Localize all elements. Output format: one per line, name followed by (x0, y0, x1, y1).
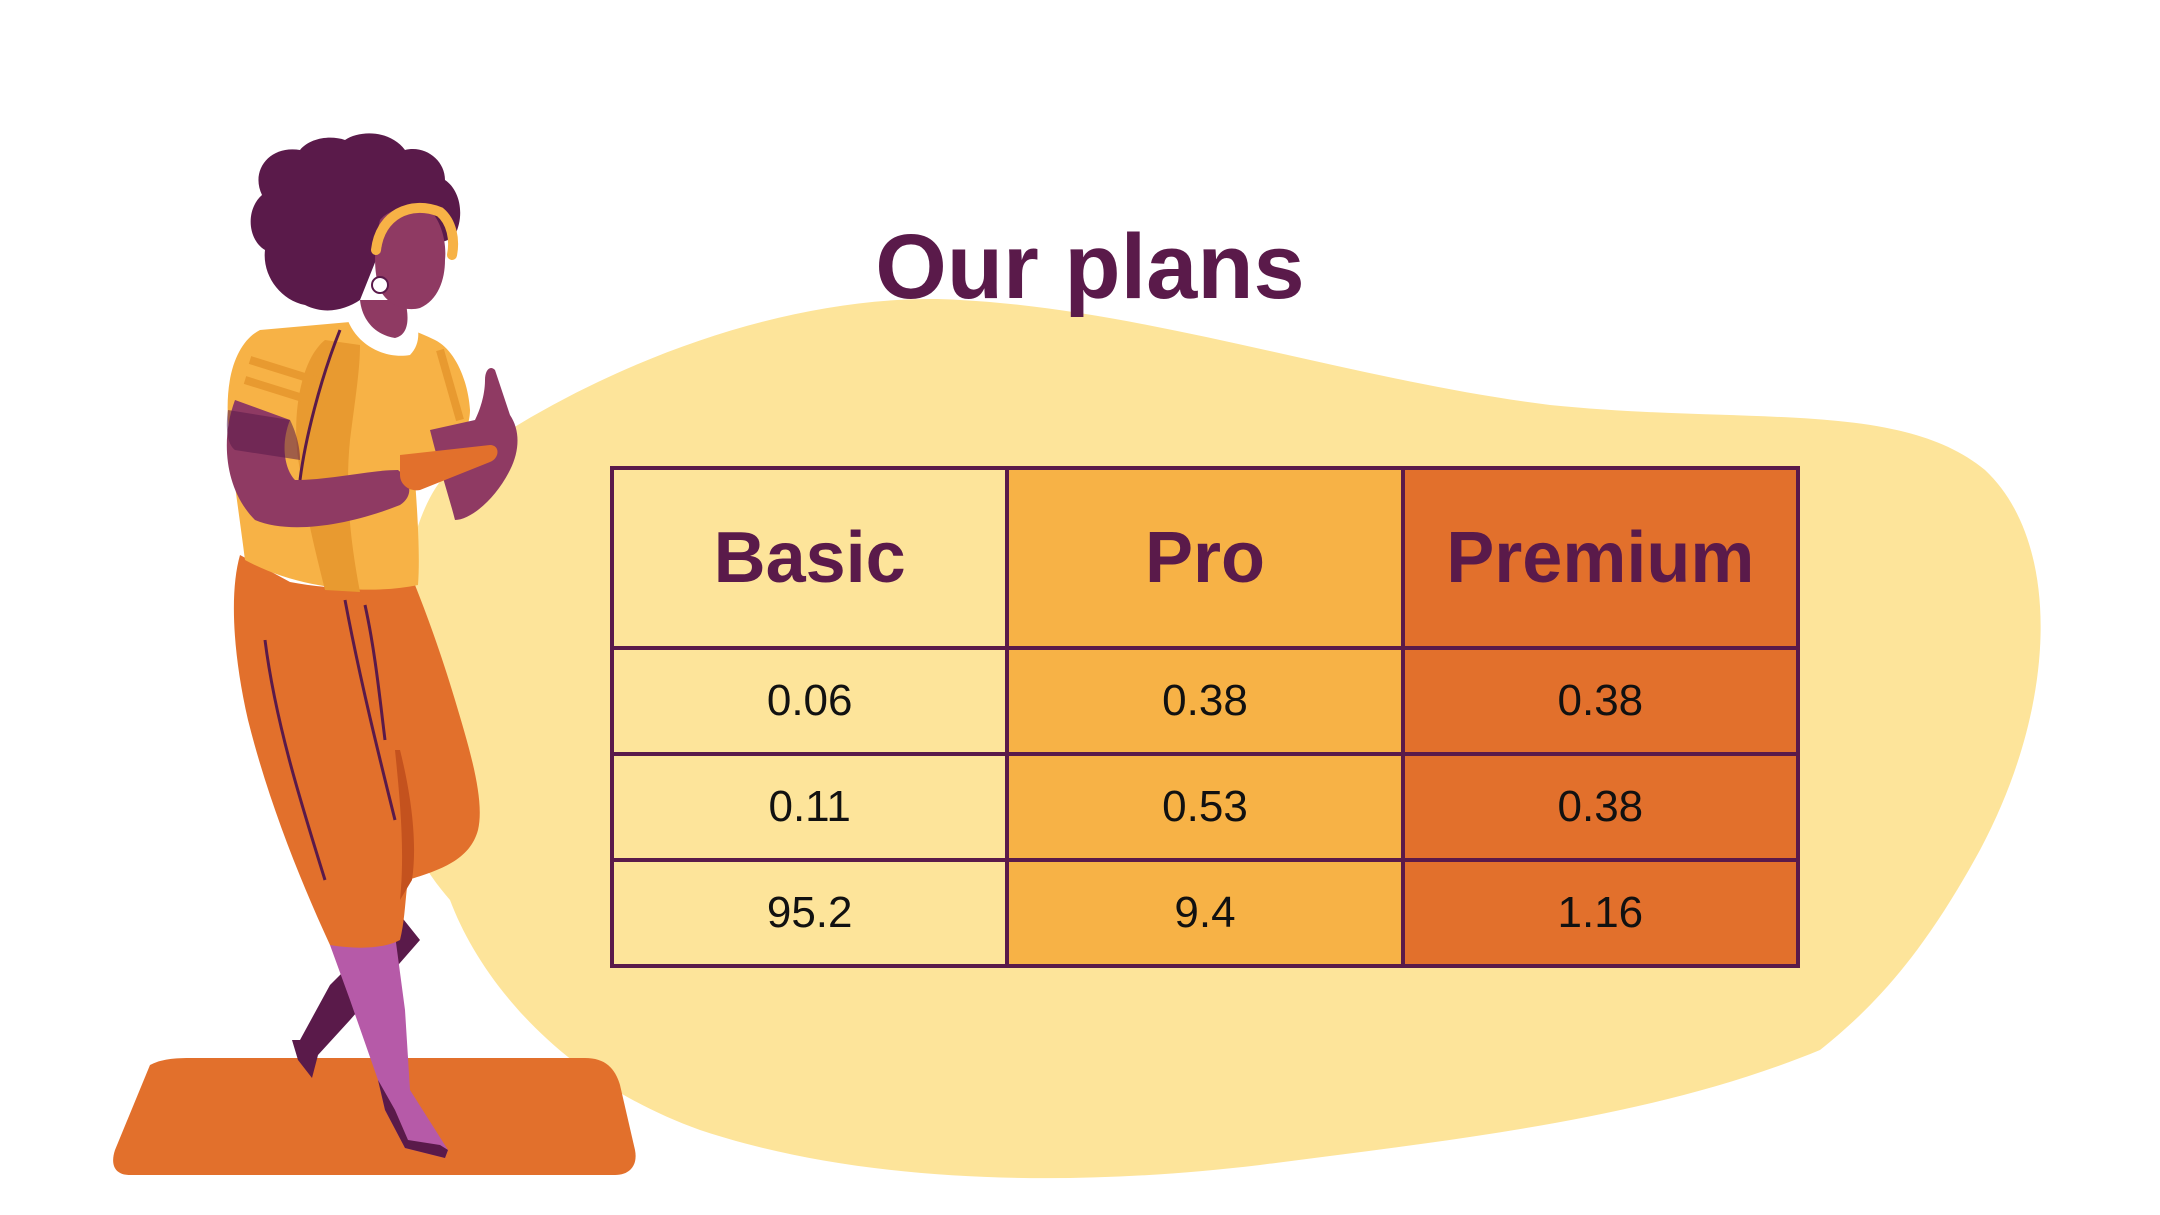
header-basic: Basic (609, 466, 1010, 650)
table-cell: 1.16 (1400, 858, 1801, 968)
table-row: 95.2 9.4 1.16 (609, 858, 1801, 968)
table-cell: 0.53 (1005, 752, 1405, 862)
table-cell: 0.38 (1400, 646, 1801, 756)
table-cell: 95.2 (609, 858, 1010, 968)
header-premium: Premium (1400, 466, 1801, 650)
table-row: 0.11 0.53 0.38 (609, 752, 1801, 862)
header-pro: Pro (1005, 466, 1405, 650)
table-header-row: Basic Pro Premium (609, 466, 1801, 650)
plans-table: Basic Pro Premium 0.06 0.38 0.38 0.11 0.… (609, 466, 1801, 968)
table-cell: 0.06 (609, 646, 1010, 756)
page-title: Our plans (875, 215, 1305, 318)
table-row: 0.06 0.38 0.38 (609, 646, 1801, 756)
table-cell: 0.11 (609, 752, 1010, 862)
table-cell: 0.38 (1005, 646, 1405, 756)
table-cell: 0.38 (1400, 752, 1801, 862)
table-cell: 9.4 (1005, 858, 1405, 968)
floor-mat (113, 1058, 636, 1175)
